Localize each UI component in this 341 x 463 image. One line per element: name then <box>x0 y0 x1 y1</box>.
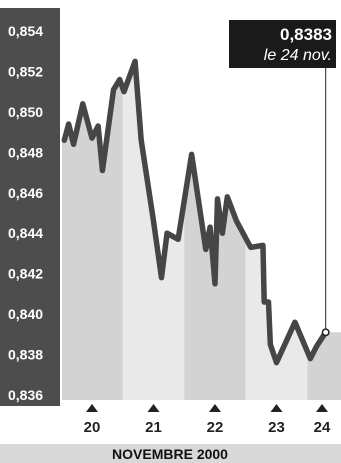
y-axis-band <box>0 8 60 406</box>
y-tick-label: 0,846 <box>8 185 43 201</box>
x-axis-label-bar <box>0 444 341 463</box>
x-tick-marker <box>270 404 283 412</box>
series-line <box>61 58 329 366</box>
x-tick-marker <box>86 404 98 412</box>
y-tick-label: 0,840 <box>8 306 43 322</box>
x-tick-label: 22 <box>207 419 224 436</box>
x-tick-marker <box>147 404 160 412</box>
x-tick-marker <box>209 404 221 412</box>
y-tick-label: 0,852 <box>8 63 43 79</box>
callout-value: 0,8383 <box>280 25 332 44</box>
series-area <box>62 8 341 363</box>
y-tick-label: 0,844 <box>8 225 43 241</box>
y-tick-label: 0,842 <box>8 266 43 282</box>
y-tick-label: 0,848 <box>8 144 43 160</box>
x-axis-ticks: 20 21 22 23 24 <box>84 404 331 436</box>
y-tick-label: 0,850 <box>8 104 43 120</box>
y-tick-label: 0,854 <box>8 23 43 39</box>
x-tick-label: 23 <box>268 419 285 436</box>
y-axis-ticks: 0,854 0,852 0,850 0,848 0,846 0,844 0,842 0,840… <box>8 23 43 403</box>
x-tick-label: 21 <box>145 419 162 436</box>
x-tick-label: 24 <box>314 419 331 436</box>
callout-date: le 24 nov. <box>264 47 332 64</box>
x-tick-marker <box>316 404 328 412</box>
last-value-point <box>321 328 330 337</box>
y-tick-label: 0,838 <box>8 347 43 363</box>
x-axis-label: NOVEMBRE 2000 <box>112 446 228 462</box>
callout-box <box>229 20 336 68</box>
y-tick-label: 0,836 <box>8 387 43 403</box>
x-tick-label: 20 <box>84 419 101 436</box>
